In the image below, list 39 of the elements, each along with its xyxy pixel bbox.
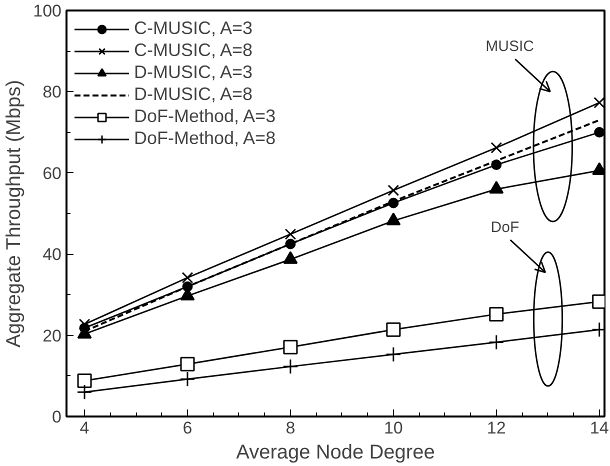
point [77, 374, 92, 388]
y-tick-label: 40 [42, 245, 62, 264]
legend-label: D-MUSIC, A=8 [134, 84, 253, 105]
x-axis-title: Average Node Degree [236, 442, 435, 464]
legend-label: DoF-Method, A=8 [134, 128, 276, 149]
legend-label: C-MUSIC, A=3 [134, 18, 253, 39]
point [78, 318, 90, 330]
x-tick-label: 4 [80, 418, 90, 438]
y-tick-label: 20 [42, 326, 62, 346]
point [386, 322, 401, 337]
legend-label: D-MUSIC, A=3 [134, 62, 253, 83]
legend-label: C-MUSIC, A=8 [134, 40, 253, 61]
annotation: MUSIC [486, 38, 534, 56]
x-tick-label: 12 [486, 418, 506, 438]
point [284, 228, 296, 240]
y-tick-label: 60 [42, 164, 62, 183]
x-tick-label: 8 [286, 418, 296, 438]
y-tick-label: 100 [33, 2, 62, 20]
point [283, 340, 298, 354]
point [386, 346, 402, 362]
point [488, 334, 504, 350]
point [76, 384, 92, 400]
point [182, 272, 194, 284]
point [388, 184, 400, 196]
point [594, 96, 604, 108]
x-tick-label: 6 [182, 418, 192, 438]
point [489, 306, 504, 322]
point [282, 358, 298, 374]
point [180, 356, 195, 372]
annotation: DoF [490, 218, 520, 236]
y-axis-title: Aggregate Throughput (Mbps) [3, 80, 26, 348]
point [594, 127, 604, 138]
point [180, 371, 196, 387]
y-tick-label: 80 [42, 82, 62, 102]
legend-label: DoF-Method, A=3 [134, 106, 276, 127]
point [490, 142, 502, 154]
x-tick-label: 10 [384, 418, 403, 438]
y-tick-label: 0 [52, 408, 62, 426]
x-tick-label: 14 [590, 418, 609, 438]
